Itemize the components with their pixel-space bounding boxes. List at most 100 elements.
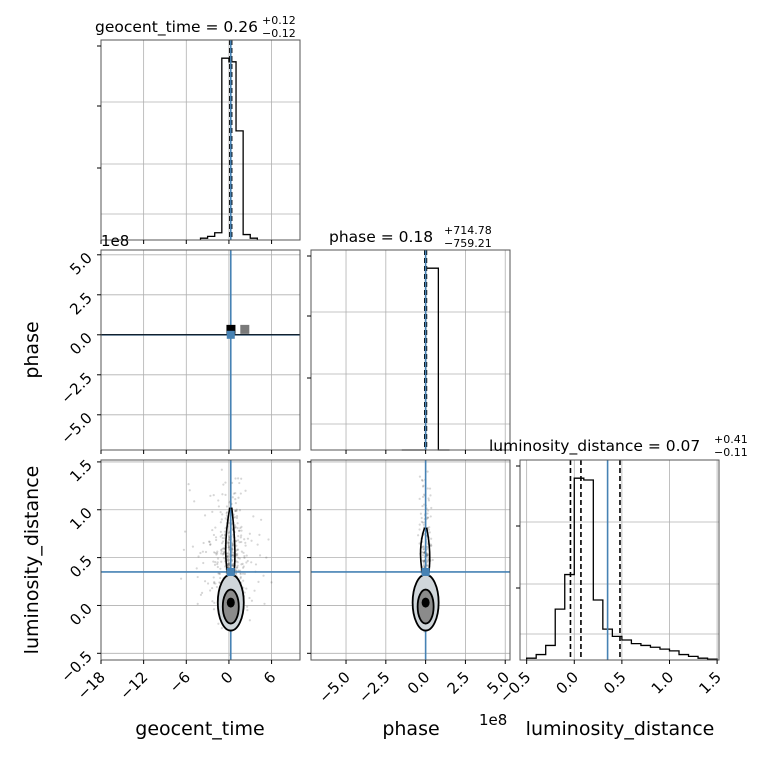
scatter-point bbox=[212, 582, 216, 585]
scatter-point bbox=[218, 572, 222, 576]
contour-core bbox=[421, 597, 430, 608]
scatter-point bbox=[227, 546, 230, 549]
scatter-point bbox=[241, 572, 245, 575]
scatter-point bbox=[418, 523, 421, 526]
frame-layer bbox=[100, 39, 720, 661]
scatter-point bbox=[184, 530, 187, 533]
scatter-point bbox=[179, 577, 183, 580]
x-tick-label-geocent-time-3: 0 bbox=[217, 668, 236, 687]
scatter-point bbox=[211, 600, 214, 603]
scatter-point bbox=[427, 499, 431, 502]
scatter-point bbox=[208, 540, 211, 543]
scatter-point bbox=[253, 589, 256, 592]
scatter-point bbox=[260, 518, 263, 521]
scatter-point bbox=[250, 539, 253, 542]
scatter-point bbox=[245, 554, 248, 557]
scatter-point bbox=[221, 540, 225, 543]
scatter-point bbox=[235, 516, 239, 520]
scatter-point bbox=[234, 525, 237, 529]
scatter-point bbox=[233, 524, 237, 527]
x-label-phase: phase bbox=[382, 718, 439, 740]
scatter-point bbox=[227, 555, 230, 558]
scatter-point bbox=[215, 538, 218, 542]
scatter-point bbox=[232, 492, 236, 495]
y-tick-label-luminosity-distance-2: 0.5 bbox=[66, 552, 96, 582]
scatter-point bbox=[221, 493, 224, 496]
scatter-point bbox=[427, 528, 430, 531]
scatter-point bbox=[263, 602, 266, 605]
histogram-geocent-time bbox=[199, 57, 259, 240]
scatter-point bbox=[204, 550, 208, 554]
scatter-point bbox=[223, 530, 227, 533]
scatter-point bbox=[421, 485, 425, 488]
scatter-point bbox=[240, 477, 243, 480]
scatter-point bbox=[193, 500, 196, 503]
scatter-point bbox=[225, 511, 229, 514]
scatter-point bbox=[265, 556, 268, 559]
scatter-point bbox=[227, 562, 230, 565]
scatter-point bbox=[196, 575, 199, 579]
scatter-point bbox=[421, 479, 424, 482]
scatter-point bbox=[233, 516, 237, 519]
scatter-point bbox=[217, 622, 220, 625]
scatter-point bbox=[418, 497, 421, 500]
title-geocent-time-minus: −0.12 bbox=[262, 27, 296, 40]
scatter-point bbox=[223, 550, 226, 553]
scatter-point bbox=[422, 503, 426, 506]
scatter-point bbox=[248, 532, 251, 535]
scatter-point bbox=[426, 487, 429, 490]
scatter-point bbox=[243, 556, 246, 559]
scatter-point bbox=[421, 495, 425, 499]
scatter-point bbox=[426, 512, 429, 515]
scatter-point bbox=[227, 563, 230, 567]
scatter-point bbox=[240, 525, 243, 528]
scatter-point bbox=[232, 551, 235, 554]
scatter-point bbox=[423, 551, 426, 555]
scatter-point bbox=[237, 529, 241, 532]
scatter-point bbox=[418, 528, 421, 531]
scatter-point bbox=[209, 543, 212, 546]
scatter-point bbox=[422, 561, 425, 564]
scatter-point bbox=[420, 478, 424, 482]
scatter-point bbox=[211, 528, 214, 532]
scatter-point bbox=[235, 515, 239, 518]
scatter-point bbox=[427, 560, 430, 563]
scatter-point bbox=[235, 509, 238, 512]
scatter-point bbox=[226, 552, 229, 555]
scatter-point bbox=[422, 547, 425, 551]
scatter-point bbox=[203, 514, 207, 517]
scatter-point bbox=[237, 556, 240, 559]
scatter-point bbox=[239, 492, 242, 495]
scatter-point bbox=[217, 499, 220, 502]
title-geocent-time-plus: +0.12 bbox=[262, 14, 296, 27]
scatter-point bbox=[212, 560, 215, 563]
scatter-point bbox=[221, 548, 224, 551]
scatter-point bbox=[235, 572, 238, 575]
scatter-point bbox=[216, 557, 220, 560]
scatter-point bbox=[246, 559, 249, 563]
scatter-point bbox=[429, 494, 432, 497]
title-phase-minus: −759.21 bbox=[444, 237, 492, 250]
scatter-point bbox=[258, 533, 261, 536]
scatter-point bbox=[236, 554, 239, 557]
scatter-point bbox=[222, 552, 225, 555]
scatter-point bbox=[420, 520, 423, 523]
scatter-point bbox=[219, 576, 222, 580]
scatter-point bbox=[426, 470, 429, 473]
scatter-point bbox=[218, 581, 221, 584]
scatter-point bbox=[187, 482, 190, 486]
scatter-point bbox=[244, 544, 247, 547]
scatter-point bbox=[216, 550, 219, 553]
scatter-point bbox=[231, 496, 234, 499]
contours-phase-lum bbox=[411, 527, 440, 632]
scatter-point bbox=[318, 564, 320, 566]
scatter-point bbox=[231, 544, 234, 547]
scatter-point bbox=[219, 521, 222, 524]
scatter-point bbox=[200, 591, 204, 594]
scatter-point bbox=[220, 518, 223, 521]
scatter-point bbox=[245, 561, 248, 564]
scatter-point bbox=[228, 535, 231, 538]
scatter-point bbox=[243, 554, 246, 558]
scatter-point bbox=[201, 550, 204, 553]
scatter-point bbox=[227, 564, 230, 567]
